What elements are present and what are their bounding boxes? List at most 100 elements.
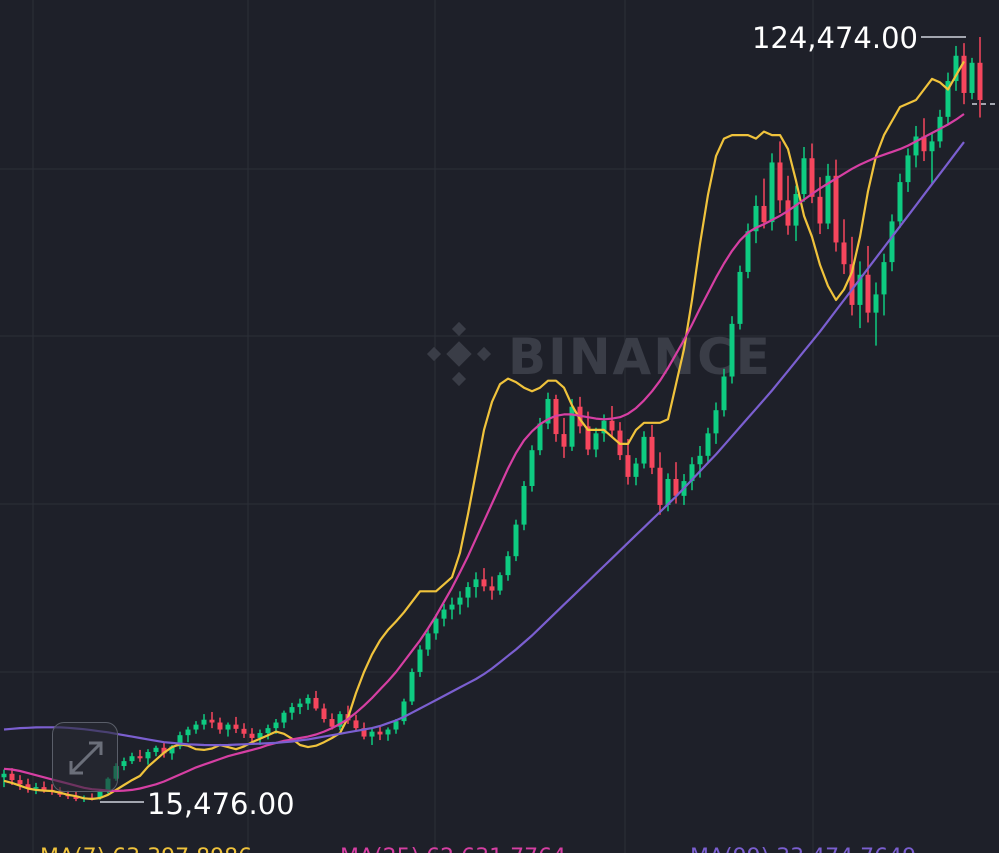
candle <box>425 628 431 656</box>
candle-body-down <box>321 708 327 720</box>
candle <box>801 147 807 202</box>
candle <box>385 727 391 741</box>
candle-body-up <box>281 712 287 723</box>
ma25-line <box>3 113 965 793</box>
candle <box>713 402 719 444</box>
candle <box>593 427 599 458</box>
candle <box>449 597 455 620</box>
candle <box>729 316 735 384</box>
candle-body-up <box>289 707 295 713</box>
candle-body-up <box>473 579 479 588</box>
candle <box>913 125 919 168</box>
candle-body-up <box>33 787 39 789</box>
candle-body-up <box>465 587 471 598</box>
candle-body-up <box>737 271 743 324</box>
candle-body-up <box>265 728 271 734</box>
ma7-line <box>3 60 965 801</box>
candle-body-down <box>817 196 823 224</box>
candle-body-down <box>657 467 663 505</box>
candle <box>961 43 967 105</box>
candle-body-up <box>713 410 719 434</box>
candle <box>825 163 831 230</box>
candle <box>881 253 887 316</box>
ma7-legend: MA(7) 63,397.8986 <box>40 845 252 853</box>
candle <box>153 745 159 757</box>
candle-body-down <box>977 62 983 100</box>
candle-body-down <box>609 420 615 431</box>
candle <box>897 173 903 228</box>
candle <box>769 153 775 231</box>
candle-body-up <box>225 724 231 730</box>
candle-body-up <box>793 194 799 226</box>
candle-body-down <box>833 175 839 243</box>
candle <box>257 729 263 745</box>
candle <box>289 702 295 720</box>
candle-body-up <box>497 575 503 591</box>
binance-watermark: BINANCE <box>426 321 770 387</box>
candle <box>121 757 127 771</box>
candle-body-up <box>369 731 375 737</box>
candle <box>193 721 199 734</box>
candle <box>921 118 927 162</box>
candle-body-up <box>257 733 263 738</box>
candle-body-down <box>249 733 255 738</box>
candle-body-down <box>585 426 591 450</box>
ma-legend: MA(7) 63,397.8986 MA(25) 62,631.7764 MA(… <box>40 845 916 853</box>
candle-body-up <box>969 62 975 93</box>
expand-chart-button[interactable] <box>52 722 118 792</box>
candle-body-up <box>929 141 935 152</box>
candle-body-up <box>425 633 431 650</box>
candle-body-down <box>361 728 367 737</box>
candle-body-down <box>849 264 855 305</box>
candle <box>737 265 743 330</box>
candle <box>761 178 767 229</box>
candle-body-up <box>521 486 527 525</box>
candle-body-down <box>161 747 167 754</box>
candle-body-down <box>649 436 655 468</box>
candle <box>641 431 647 469</box>
ma99-line <box>3 141 965 747</box>
candle-body-up <box>825 175 831 224</box>
candle <box>721 368 727 417</box>
candle-body-up <box>441 609 447 619</box>
candle-body-down <box>25 784 31 789</box>
candle <box>305 694 311 710</box>
binance-logo-icon <box>426 321 492 387</box>
candle-body-down <box>561 434 567 447</box>
candle <box>689 457 695 491</box>
low-price-label: 15,476.00 <box>147 787 295 821</box>
candle <box>337 711 343 731</box>
candle-body-up <box>593 433 599 450</box>
candle-body-up <box>457 597 463 605</box>
candle-body-up <box>297 703 303 708</box>
high-marker: 124,474.00 <box>752 21 966 55</box>
candle-body-up <box>897 182 903 222</box>
candle-body-up <box>705 433 711 456</box>
candle <box>129 752 135 764</box>
candle-body-up <box>601 420 607 434</box>
candle <box>481 568 487 592</box>
candle <box>473 572 479 598</box>
candle-body-down <box>481 579 487 587</box>
candle <box>417 645 423 677</box>
candle <box>233 716 239 734</box>
candle <box>513 519 519 562</box>
candle <box>33 782 39 795</box>
candle-body-up <box>169 746 175 754</box>
candle <box>545 392 551 430</box>
candle-body-down <box>329 719 335 727</box>
candle-body-down <box>209 719 215 723</box>
candle <box>953 45 959 91</box>
candle <box>929 132 935 184</box>
candle-body-up <box>537 423 543 451</box>
candle-body-up <box>545 398 551 424</box>
candle <box>657 452 663 515</box>
candle-body-up <box>273 722 279 729</box>
candle <box>281 710 287 729</box>
candle <box>793 185 799 242</box>
candle <box>841 219 847 275</box>
candle <box>441 603 447 627</box>
candle <box>241 723 247 738</box>
candle <box>361 722 367 740</box>
